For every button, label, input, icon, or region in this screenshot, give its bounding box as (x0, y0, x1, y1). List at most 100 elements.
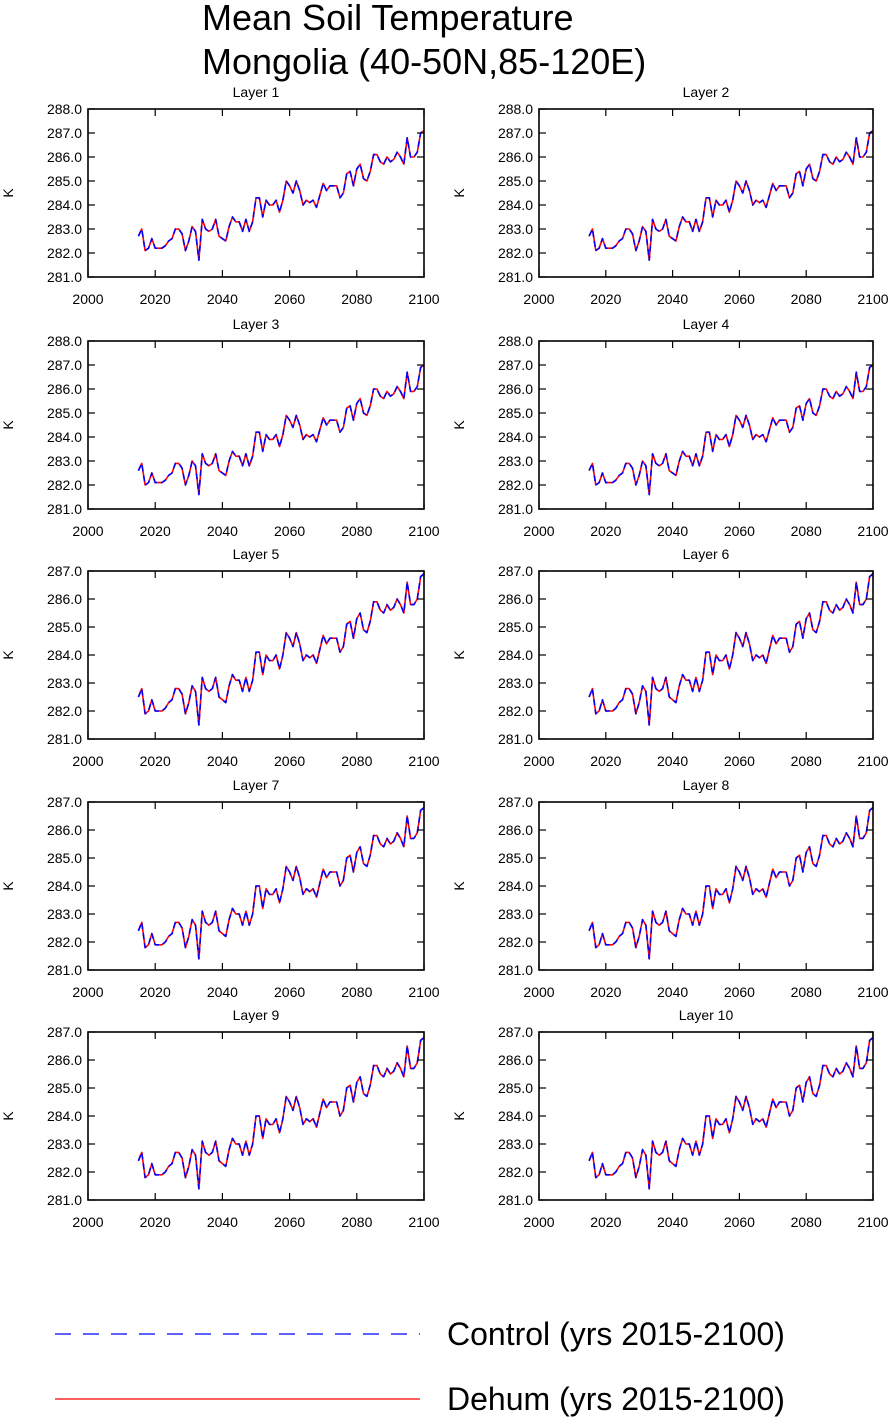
y-axis-label: K (451, 881, 467, 891)
y-tick-label: 286.0 (498, 149, 533, 165)
y-tick-label: 285.0 (498, 850, 533, 866)
y-axis-label: K (451, 1111, 467, 1121)
x-tick-label: 2100 (408, 291, 439, 307)
y-tick-label: 286.0 (47, 381, 82, 397)
x-tick-label: 2080 (341, 753, 372, 769)
y-tick-label: 285.0 (498, 173, 533, 189)
y-tick-label: 287.0 (47, 794, 82, 810)
y-axis-label: K (451, 650, 467, 660)
plot-frame (538, 108, 874, 278)
y-tick-label: 281.0 (498, 269, 533, 285)
data-line (588, 573, 874, 726)
y-tick-label: 282.0 (47, 703, 82, 719)
y-tick-label: 285.0 (47, 850, 82, 866)
y-tick-label: 281.0 (47, 501, 82, 517)
y-tick-label: 283.0 (498, 1136, 533, 1152)
y-tick-label: 284.0 (47, 197, 82, 213)
y-tick-label: 281.0 (498, 1192, 533, 1208)
x-tick-label: 2040 (657, 291, 688, 307)
x-tick-label: 2060 (274, 984, 305, 1000)
x-tick-label: 2040 (657, 1214, 688, 1230)
y-tick-label: 282.0 (47, 477, 82, 493)
x-tick-label: 2100 (408, 523, 439, 539)
panel-title: Layer 6 (683, 546, 730, 562)
plot-frame (87, 340, 425, 510)
panel-title: Layer 2 (683, 84, 730, 100)
y-tick-label: 286.0 (47, 591, 82, 607)
y-tick-label: 282.0 (498, 934, 533, 950)
y-tick-label: 287.0 (498, 125, 533, 141)
x-tick-label: 2080 (791, 753, 822, 769)
x-tick-label: 2000 (72, 291, 103, 307)
x-tick-label: 2020 (590, 984, 621, 1000)
x-tick-label: 2060 (724, 984, 755, 1000)
x-tick-label: 2100 (857, 1214, 888, 1230)
x-tick-label: 2000 (523, 523, 554, 539)
x-tick-label: 2060 (724, 1214, 755, 1230)
data-line (137, 129, 425, 261)
y-tick-label: 286.0 (47, 822, 82, 838)
y-tick-label: 284.0 (47, 429, 82, 445)
figure-subtitle: Mongolia (40-50N,85-120E) (202, 41, 646, 82)
y-tick-label: 284.0 (498, 878, 533, 894)
y-tick-label: 286.0 (498, 1052, 533, 1068)
y-tick-label: 286.0 (498, 381, 533, 397)
x-tick-label: 2100 (408, 753, 439, 769)
y-tick-label: 285.0 (47, 405, 82, 421)
x-tick-label: 2040 (207, 291, 238, 307)
y-tick-label: 281.0 (47, 1192, 82, 1208)
y-tick-label: 286.0 (498, 591, 533, 607)
y-tick-label: 283.0 (498, 453, 533, 469)
panel-title: Layer 5 (233, 546, 280, 562)
data-line (137, 1036, 425, 1190)
y-axis-label: K (451, 420, 467, 430)
panel-title: Layer 10 (679, 1007, 734, 1023)
x-tick-label: 2100 (408, 1214, 439, 1230)
y-tick-label: 286.0 (498, 822, 533, 838)
data-line (588, 364, 874, 496)
x-tick-label: 2040 (657, 753, 688, 769)
panel-title: Layer 7 (233, 777, 280, 793)
x-tick-label: 2000 (523, 1214, 554, 1230)
y-tick-label: 285.0 (498, 405, 533, 421)
y-tick-label: 288.0 (47, 101, 82, 117)
x-tick-label: 2020 (140, 291, 171, 307)
y-tick-label: 283.0 (47, 453, 82, 469)
x-tick-label: 2000 (72, 523, 103, 539)
x-tick-label: 2000 (72, 984, 103, 1000)
x-tick-label: 2100 (857, 291, 888, 307)
data-line (588, 806, 874, 960)
y-tick-label: 283.0 (498, 221, 533, 237)
x-tick-label: 2080 (791, 984, 822, 1000)
x-tick-label: 2040 (207, 984, 238, 1000)
y-tick-label: 282.0 (47, 245, 82, 261)
x-tick-label: 2040 (657, 984, 688, 1000)
y-tick-label: 287.0 (498, 1024, 533, 1040)
y-tick-label: 282.0 (498, 1164, 533, 1180)
plot-frame (87, 108, 425, 278)
x-tick-label: 2000 (523, 291, 554, 307)
y-axis-label: K (0, 881, 16, 891)
x-tick-label: 2020 (590, 523, 621, 539)
legend-label: Control (yrs 2015-2100) (447, 1316, 785, 1352)
y-tick-label: 287.0 (498, 563, 533, 579)
y-axis-label: K (451, 188, 467, 198)
x-tick-label: 2080 (341, 291, 372, 307)
x-tick-label: 2080 (791, 1214, 822, 1230)
y-tick-label: 287.0 (47, 563, 82, 579)
panel-title: Layer 4 (683, 316, 730, 332)
y-tick-label: 285.0 (498, 1080, 533, 1096)
data-line (137, 806, 425, 960)
y-tick-label: 283.0 (47, 221, 82, 237)
x-tick-label: 2100 (857, 984, 888, 1000)
x-tick-label: 2040 (207, 1214, 238, 1230)
x-tick-label: 2020 (140, 1214, 171, 1230)
y-tick-label: 283.0 (47, 906, 82, 922)
y-tick-label: 287.0 (498, 357, 533, 373)
y-tick-label: 288.0 (47, 333, 82, 349)
y-tick-label: 288.0 (498, 101, 533, 117)
y-tick-label: 284.0 (498, 647, 533, 663)
y-tick-label: 284.0 (47, 647, 82, 663)
